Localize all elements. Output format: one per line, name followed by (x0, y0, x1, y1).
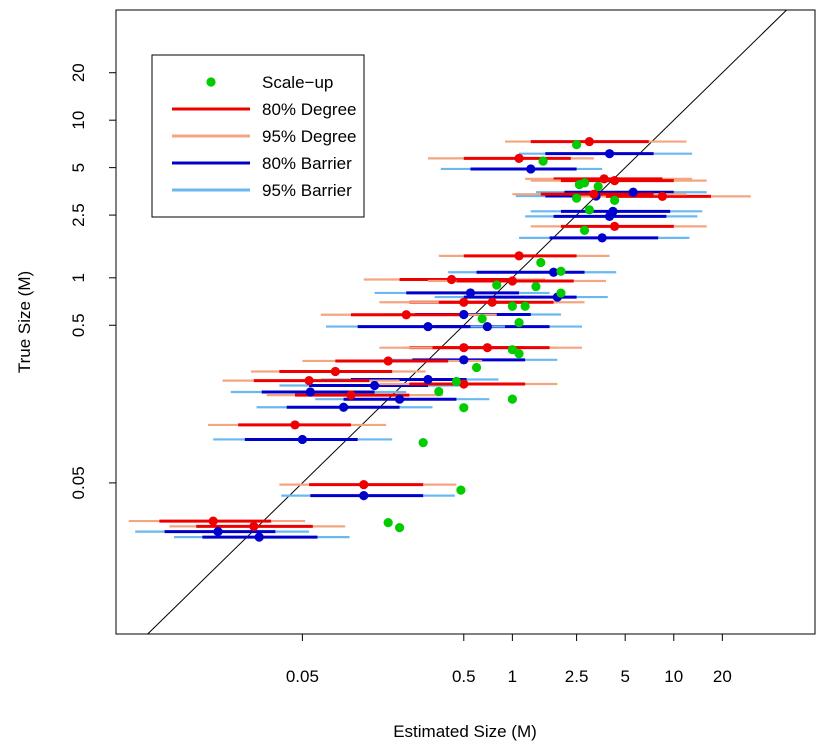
degree-point (304, 376, 314, 386)
degree-point (584, 136, 594, 147)
y-tick-label: 1 (69, 273, 88, 282)
scaleup-point (531, 281, 541, 292)
y-tick-label: 5 (69, 163, 88, 172)
scaleup-point (556, 288, 566, 298)
scaleup-point (538, 156, 548, 166)
degree-point (346, 390, 356, 400)
scaleup-point (507, 394, 517, 404)
degree-point (514, 153, 524, 163)
barrier-point (597, 233, 607, 243)
barrier-point (423, 321, 433, 332)
barrier-point (459, 309, 469, 320)
scaleup-point (536, 257, 546, 268)
barrier-point (297, 434, 307, 445)
scaleup-point (394, 523, 405, 533)
degree-point (383, 356, 393, 366)
degree-point (589, 189, 599, 199)
scaleup-point (610, 195, 620, 205)
legend-label: 95% Degree (262, 127, 357, 146)
scaleup-point (434, 386, 444, 397)
degree-point (487, 297, 497, 307)
scaleup-point (520, 301, 530, 311)
barrier-point (423, 374, 433, 385)
degree-point (208, 516, 218, 526)
degree-point (330, 366, 340, 377)
x-tick-label: 20 (713, 667, 732, 686)
scaleup-point (492, 280, 502, 290)
plot-frame (115, 9, 816, 635)
barrier-point (604, 149, 615, 159)
barrier-point (369, 380, 380, 391)
x-tick-label: 5 (620, 667, 629, 686)
x-tick-label: 1 (508, 667, 517, 686)
barrier-point (628, 187, 638, 197)
legend-label: Scale−up (262, 73, 333, 92)
scaleup-point (507, 345, 517, 355)
scaleup-point (579, 225, 590, 235)
barrier-point (482, 321, 492, 332)
degree-point (482, 343, 492, 353)
barrier-point (359, 491, 369, 501)
legend-label: 80% Barrier (262, 154, 352, 173)
scaleup-point (456, 485, 466, 495)
legend-label: 95% Barrier (262, 181, 352, 200)
scaleup-point (584, 205, 594, 215)
barrier-point (213, 527, 223, 537)
barrier-point (459, 355, 469, 365)
scaleup-point (593, 181, 603, 192)
x-tick-label: 0.05 (286, 667, 319, 686)
y-tick-label: 0.5 (69, 313, 88, 337)
legend-label: 80% Degree (262, 100, 357, 119)
y-tick-label: 20 (69, 63, 88, 82)
x-tick-label: 2.5 (565, 667, 589, 686)
scaleup-point (383, 517, 393, 528)
scaleup-point (572, 139, 582, 150)
degree-point (249, 521, 259, 531)
degree-point (359, 480, 369, 490)
degree-point (610, 176, 620, 186)
x-tick-label: 10 (664, 667, 683, 686)
scaleup-point (514, 349, 524, 359)
y-axis-title: True Size (M) (15, 271, 34, 373)
scaleup-point (514, 317, 524, 328)
barrier-point (604, 211, 615, 221)
y-tick-label: 0.05 (69, 466, 88, 499)
barrier-point (548, 267, 559, 277)
scaleup-point (572, 193, 582, 203)
degree-point (610, 221, 620, 231)
barrier-point (254, 532, 264, 542)
scaleup-point (451, 376, 462, 387)
barrier-point (338, 402, 349, 412)
y-tick-label: 2.5 (69, 203, 88, 227)
scaleup-point (507, 301, 517, 311)
scaleup-point (556, 266, 566, 276)
degree-point (459, 343, 469, 353)
degree-point (459, 297, 469, 307)
degree-point (459, 379, 469, 389)
degree-point (401, 310, 411, 320)
barrier-point (526, 164, 536, 174)
degree-point (657, 191, 667, 201)
scaleup-point (477, 314, 487, 324)
degree-point (446, 274, 457, 285)
legend: Scale−up 80% Degree 95% Degree 80% Barrier 9… (151, 54, 365, 218)
x-tick-label: 0.5 (452, 667, 476, 686)
degree-point (290, 420, 300, 430)
scaleup-point (418, 438, 428, 448)
degree-point (507, 276, 517, 286)
barrier-point (394, 394, 405, 404)
barrier-point (465, 288, 476, 298)
scaleup-point (574, 180, 584, 190)
legend-marker-scaleup (206, 77, 216, 87)
barrier-point (305, 387, 315, 397)
scaleup-point (471, 362, 482, 373)
y-tick-label: 10 (69, 111, 88, 130)
scaleup-point (459, 403, 469, 413)
degree-point (514, 251, 524, 261)
x-axis-title: Estimated Size (M) (393, 722, 537, 741)
degree-point (599, 174, 609, 184)
